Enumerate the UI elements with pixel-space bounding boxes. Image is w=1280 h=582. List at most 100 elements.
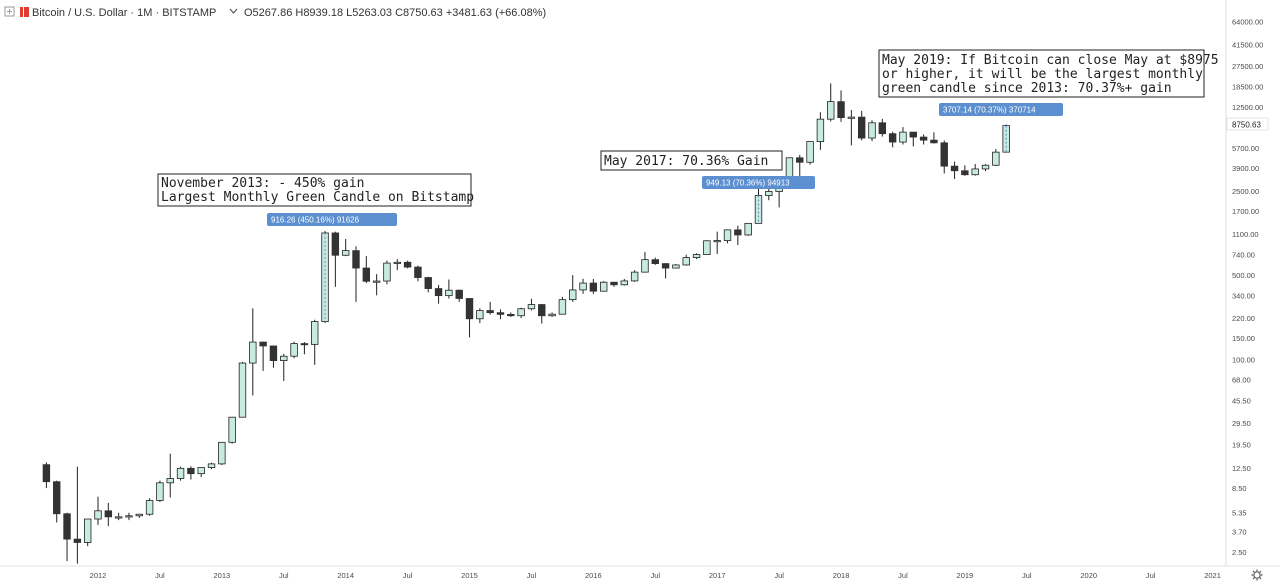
annotation-may-2019[interactable]: May 2019: If Bitcoin can close May at $8… — [878, 49, 1219, 116]
candle-body-up — [94, 510, 102, 520]
candles — [42, 83, 1010, 564]
candle-body-up — [83, 518, 92, 543]
current-price-badge: 8750.63 — [1226, 117, 1269, 131]
candle-body-down — [734, 229, 742, 236]
candle-body-down — [455, 289, 463, 299]
candle-body-down — [300, 343, 309, 346]
price-tick-label: 150.00 — [1232, 334, 1255, 343]
candle-body-up — [383, 262, 391, 282]
candle-2011-12 — [83, 518, 92, 547]
candle-body-down — [403, 261, 412, 268]
candle-body-up — [682, 257, 690, 266]
candle-body-up — [207, 463, 216, 468]
candle-body-down — [362, 267, 371, 282]
candle-body-up — [558, 299, 567, 315]
price-scale[interactable]: 2.50 3.70 5.35 8.50 12.50 19.50 29.50 45.50 68.0… — [1225, 0, 1269, 566]
candle-2016-01 — [589, 278, 598, 294]
candle-body-up — [641, 259, 649, 273]
candle-body-down — [53, 481, 61, 515]
price-tick-label: 41500.00 — [1232, 40, 1263, 49]
candle-body-down — [187, 467, 195, 475]
price-tick-label: 12.50 — [1232, 464, 1251, 473]
candle-body-up — [723, 229, 732, 241]
price-tick-label: 220.00 — [1232, 314, 1255, 323]
candle-body-up — [630, 271, 639, 282]
candle-2014-02 — [352, 246, 360, 302]
annotation-may-2017[interactable]: May 2017: 70.36% Gain 949.13 (70.36%) 94… — [600, 150, 815, 189]
candle-body-down — [73, 538, 82, 543]
candle-body-up — [393, 261, 401, 264]
candle-2011-08 — [42, 462, 51, 489]
time-tick-label: 2018 — [833, 571, 850, 580]
candle-2012-03 — [114, 512, 123, 521]
time-tick-labels: 2012 Jul 2013 Jul 2014 Jul 2015 Jul 2016 Jul 2017 J… — [90, 571, 1221, 580]
measure-badge — [939, 103, 1063, 116]
candle-2019-03 — [981, 163, 990, 172]
candle-2012-09 — [176, 466, 185, 481]
candle-body-up — [311, 321, 319, 345]
candle-2012-06 — [145, 498, 154, 516]
candle-body-down — [42, 464, 51, 483]
expand-icon[interactable] — [4, 6, 15, 17]
candle-body-up — [166, 478, 174, 484]
candle-2013-05 — [259, 341, 267, 371]
candle-2018-03 — [857, 110, 866, 141]
time-tick-label: Jul — [527, 571, 537, 580]
annotation-line: May 2017: 70.36% Gain — [604, 154, 768, 169]
time-tick-label: 2019 — [957, 571, 974, 580]
candle-body-up — [527, 304, 536, 310]
time-axis[interactable]: 2012 Jul 2013 Jul 2014 Jul 2015 Jul 2016 Jul 2017 J… — [0, 565, 1280, 581]
annotation-line: or higher, it will be the largest monthl… — [882, 67, 1203, 82]
time-tick-label: Jul — [1022, 571, 1032, 580]
price-tick-label: 8.50 — [1232, 484, 1247, 493]
candle-body-up — [620, 280, 629, 286]
candle-2018-12 — [950, 161, 959, 180]
price-tick-label: 3900.00 — [1232, 164, 1259, 173]
candle-2012-04 — [125, 512, 133, 521]
settings-gear-icon[interactable] — [1251, 569, 1263, 581]
annotation-nov-2013[interactable]: November 2013: - 450% gain Largest Month… — [157, 173, 474, 226]
candle-2013-10 — [311, 319, 319, 365]
candle-2014-09 — [424, 276, 432, 293]
candle-body-down — [857, 116, 866, 139]
price-tick-label: 12500.00 — [1232, 103, 1263, 112]
chevron-down-icon[interactable] — [229, 8, 238, 14]
candle-2013-03 — [238, 361, 247, 418]
symbol-title[interactable]: Bitcoin / U.S. Dollar · 1M · BITSTAMP — [32, 7, 216, 19]
time-tick-label: 2016 — [585, 571, 602, 580]
candle-2019-01 — [961, 165, 969, 176]
candle-body-down — [589, 282, 598, 292]
candle-body-down — [424, 277, 432, 289]
candle-body-down — [651, 259, 659, 265]
candle-2012-01 — [94, 496, 102, 525]
candle-2012-12 — [207, 462, 216, 470]
candle-2015-08 — [538, 303, 546, 324]
candle-body-down — [796, 157, 804, 163]
price-tick-label: 29.50 — [1232, 419, 1251, 428]
annotation-line: Largest Monthly Green Candle on Bitstamp — [161, 190, 474, 205]
candle-body-up — [145, 500, 154, 515]
candle-2012-07 — [156, 480, 164, 503]
candle-2017-11 — [816, 112, 825, 150]
price-tick-label: 5.35 — [1232, 508, 1247, 517]
bitstamp-logo-icon — [20, 7, 29, 17]
candle-body-up — [197, 467, 205, 475]
candle-body-up — [816, 118, 825, 142]
candle-2016-05 — [630, 270, 639, 282]
candle-2016-02 — [599, 281, 608, 292]
candle-body-up — [992, 151, 1000, 166]
candle-2012-10 — [187, 466, 195, 480]
candle-body-down — [465, 298, 474, 320]
candle-body-down — [331, 232, 340, 256]
candle-2014-06 — [393, 259, 401, 271]
candle-body-down — [414, 266, 422, 278]
time-tick-label: 2017 — [709, 571, 726, 580]
candle-2015-12 — [579, 278, 587, 294]
candle-body-up — [599, 281, 608, 292]
annotation-box — [157, 173, 472, 207]
candle-body-down — [909, 131, 917, 138]
candle-2018-02 — [847, 110, 856, 146]
candle-body-down — [878, 122, 887, 135]
candle-2013-02 — [228, 416, 236, 444]
candle-2013-04 — [249, 308, 257, 396]
